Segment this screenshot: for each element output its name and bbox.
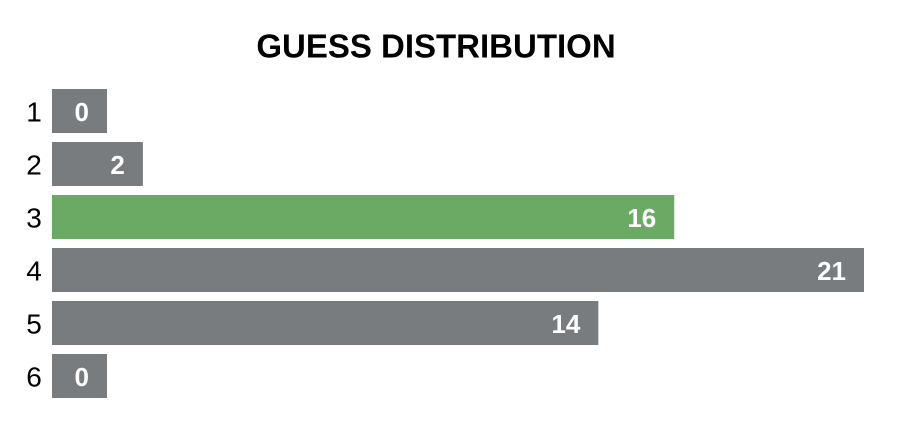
- bar: [52, 301, 599, 345]
- guess-number: 4: [26, 256, 42, 287]
- guess-number: 1: [26, 97, 42, 128]
- guess-number: 6: [26, 362, 42, 393]
- bar: [52, 248, 864, 292]
- bar-value: 21: [817, 256, 846, 286]
- guess-number: 3: [26, 203, 42, 234]
- bar-value: 0: [75, 362, 89, 392]
- bar: [52, 142, 143, 186]
- guess-number: 2: [26, 150, 42, 181]
- bar-value: 14: [551, 309, 580, 339]
- bar-value: 2: [110, 150, 124, 180]
- bar-value: 16: [627, 203, 656, 233]
- bar-value: 0: [75, 97, 89, 127]
- chart-title: GUESS DISTRIBUTION: [256, 28, 615, 65]
- guess-number: 5: [26, 309, 42, 340]
- bar: [52, 354, 107, 398]
- bar: [52, 89, 107, 133]
- bar: [52, 195, 675, 239]
